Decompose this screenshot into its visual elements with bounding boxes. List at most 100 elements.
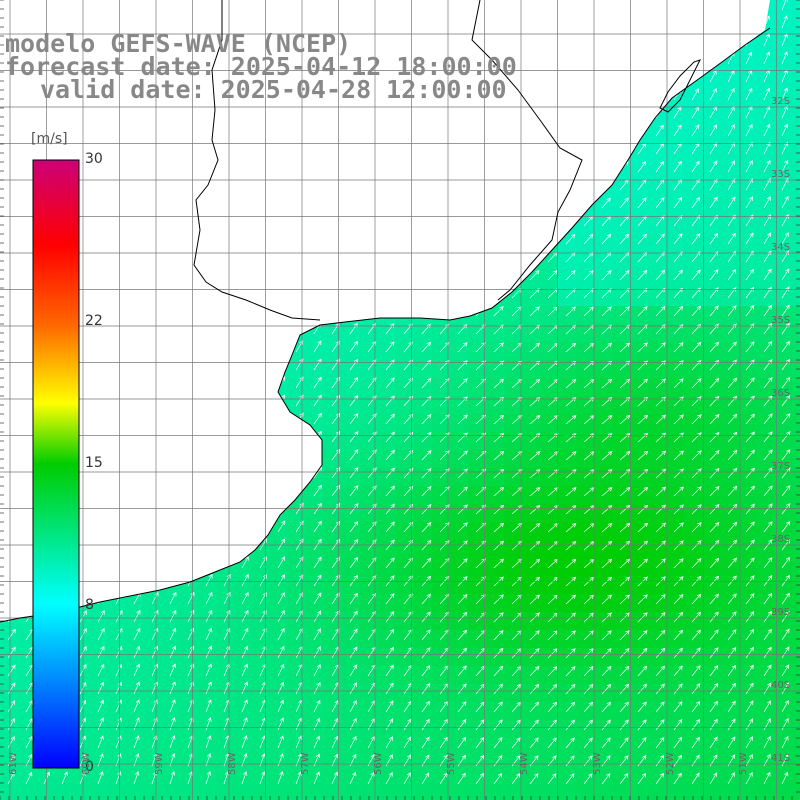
wind-arrow [745,503,755,515]
wind-arrow [709,196,718,209]
wind-arrow [763,105,771,119]
wind-arrow [547,683,558,695]
wind-speed-cell [612,234,631,253]
wind-arrow [763,485,773,497]
wind-arrow [763,503,773,515]
wind-speed-cell [648,270,667,289]
wind-speed-cell [360,522,379,541]
wind-speed-cell [396,432,415,451]
wind-speed-cell [702,126,721,145]
wind-speed-cell [270,576,289,595]
wind-speed-cell [324,342,343,361]
wind-arrow [655,701,665,713]
wind-speed-cell [180,702,199,721]
wind-arrow [547,415,559,425]
wind-speed-cell [378,702,397,721]
longitude-label: 58W [227,752,238,775]
wind-arrow [655,683,665,695]
wind-speed-cell [576,774,595,793]
wind-arrow [727,377,737,389]
wind-arrow [745,105,753,119]
wind-speed-cell [162,684,181,703]
coastline [0,0,771,623]
wind-arrow [619,665,630,677]
wind-speed-cell [342,612,361,631]
wind-arrow [637,540,649,551]
wind-speed-cell [702,774,721,793]
wind-arrow [529,433,541,443]
wind-speed-cell [720,234,739,253]
wind-arrow [781,521,791,533]
wind-speed-cell [360,558,379,577]
wind-arrow [727,557,737,569]
wind-arrow [529,594,540,605]
wind-speed-cell [666,738,685,757]
wind-speed-cell [756,234,775,253]
wind-speed-cell [198,720,217,739]
wind-arrow [781,376,791,389]
wind-speed-cell [234,720,253,739]
wind-speed-cell [594,702,613,721]
wind-speed-cell [684,306,703,325]
wind-speed-cell [288,630,307,649]
wind-arrow [403,718,412,731]
wind-speed-cell [612,252,631,271]
wind-speed-cell [702,180,721,199]
wind-arrow [421,736,430,749]
wind-speed-cell [648,666,667,685]
wind-speed-cell [342,468,361,487]
wind-speed-cell [612,630,631,649]
wind-speed-cell [756,738,775,757]
wind-speed-cell [630,234,649,253]
wind-speed-cell [702,396,721,415]
wind-speed-cell [180,684,199,703]
wind-arrow [475,719,485,731]
wind-speed-cell [720,756,739,775]
wind-speed-cell [756,414,775,433]
wind-speed-cell [774,468,793,487]
wind-arrow [277,645,285,659]
wind-speed-cell [648,288,667,307]
wind-speed-cell [666,108,685,127]
wind-speed-cell [216,612,235,631]
wind-speed-cell [702,288,721,307]
wind-arrow [565,523,577,533]
wind-arrow [367,771,375,785]
wind-speed-cell [720,162,739,181]
wind-speed-cell [756,144,775,163]
wind-arrow [97,627,105,641]
wind-arrow [619,215,629,227]
wind-speed-cell [324,414,343,433]
wind-speed-cell [576,684,595,703]
wind-speed-cell [702,756,721,775]
wind-speed-cell [234,684,253,703]
latitude-label: 33S [771,169,791,180]
wind-speed-cell [378,666,397,685]
wind-speed-cell [180,720,199,739]
wind-speed-cell [738,396,757,415]
wind-speed-cell [756,324,775,343]
wind-speed-cell [126,666,145,685]
wind-arrow [781,340,790,353]
wind-arrow [691,486,702,497]
wind-arrow [421,772,430,785]
wind-arrow [547,737,557,749]
wind-speed-cell [0,630,19,649]
wind-arrow [601,737,611,749]
wind-speed-cell [756,306,775,325]
wind-speed-cell [720,666,739,685]
wind-speed-cell [324,432,343,451]
wind-arrow [169,645,177,659]
wind-speed-cell [540,270,559,289]
wind-speed-cell [738,666,757,685]
wind-arrow [439,486,450,497]
wind-arrow [511,773,521,785]
wind-arrow [457,683,467,695]
wind-speed-cell [702,630,721,649]
wind-arrow [709,486,720,497]
wind-arrow [385,664,394,677]
wind-arrow [277,574,285,587]
wind-speed-cell [558,648,577,667]
wind-arrow [727,700,736,713]
wind-speed-cell [360,342,379,361]
